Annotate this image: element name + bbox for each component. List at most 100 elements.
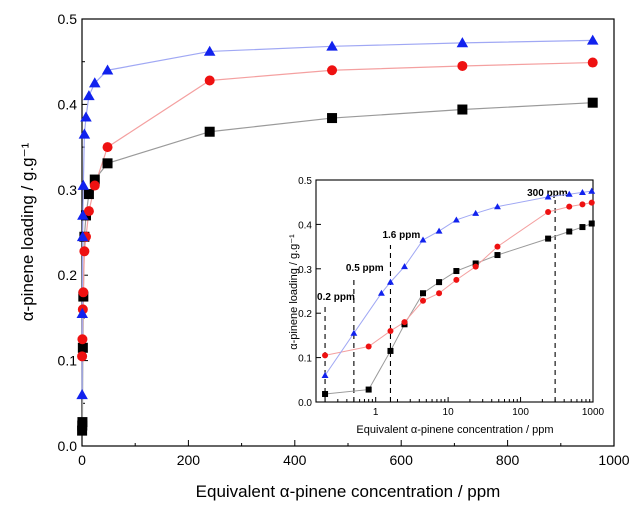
main-black-square-point	[89, 174, 100, 185]
inset-blue-triangle-point	[494, 203, 501, 210]
inset-red-circle-point	[472, 263, 479, 270]
inset-black-square-point	[420, 290, 427, 297]
inset-blue-triangle-point	[452, 216, 460, 223]
main-blue-triangle-point	[83, 90, 95, 101]
main-x-tick-label: 800	[496, 452, 520, 468]
inset-black-square-point	[494, 252, 501, 259]
main-red-circle-point	[79, 246, 90, 257]
inset-red-circle-point	[387, 327, 394, 334]
main-y-tick-label: 0.0	[58, 438, 78, 454]
inset-black-square-point	[436, 279, 443, 286]
inset-annotation-label: 300 ppm	[527, 188, 568, 199]
inset-annotation-label: 0.2 ppm	[317, 292, 355, 303]
inset-blue-triangle-point	[321, 371, 329, 378]
main-blue-triangle-point	[77, 209, 89, 220]
inset-red-circle-point	[494, 243, 501, 250]
inset-x-tick-label: 1000	[582, 407, 605, 418]
main-y-axis-title: α-pinene loading / g.g⁻¹	[18, 142, 37, 321]
inset-red-circle-point	[436, 290, 443, 297]
inset-black-square-point	[322, 391, 329, 398]
inset-axis-ticks: 1 10 100 1000 0.0 0.1 0.2 0.3 0.4 0.5	[298, 176, 604, 418]
main-y-tick-label: 0.5	[58, 11, 78, 27]
main-red-circle-point	[102, 142, 113, 153]
main-red-circle-point	[78, 287, 89, 298]
inset-series-markers	[321, 187, 596, 398]
inset-x-tick-label: 1	[373, 407, 379, 418]
inset-y-tick-label: 0.4	[298, 220, 312, 231]
main-blue-triangle-point	[586, 34, 599, 45]
inset-black-square-point	[387, 347, 394, 354]
inset-y-tick-label: 0.1	[298, 354, 312, 365]
inset-black-square-point	[579, 224, 586, 231]
inset-x-axis-title: Equivalent α-pinene concentration / ppm	[356, 424, 553, 436]
main-x-tick-label: 400	[283, 452, 307, 468]
main-black-square-point	[77, 425, 88, 436]
main-black-square-point	[83, 189, 94, 200]
inset-y-tick-label: 0.3	[298, 265, 312, 276]
inset-blue-triangle-point	[578, 188, 586, 196]
inset-red-circle-point	[579, 201, 586, 208]
main-red-circle-point	[327, 65, 338, 76]
inset-blue-triangle-point	[435, 227, 443, 234]
inset-background	[316, 171, 604, 423]
inset-x-tick-label: 100	[512, 407, 529, 418]
main-black-square-line	[81, 102, 593, 431]
main-black-square-point	[587, 97, 598, 108]
main-blue-triangle-point	[326, 40, 338, 51]
inset-blue-triangle-point	[472, 209, 480, 216]
inset-x-tick-label: 10	[443, 407, 455, 418]
main-blue-triangle-point	[101, 64, 114, 75]
inset-red-circle-point	[365, 343, 372, 350]
inset-annotation-label: 0.5 ppm	[346, 263, 384, 274]
inset-plot-frame	[315, 179, 594, 403]
inset-blue-triangle-point	[377, 289, 385, 296]
main-black-square-point	[204, 126, 215, 137]
inset-blue-triangle-point	[387, 278, 394, 285]
main-black-square-point	[77, 342, 88, 353]
inset-black-square-point	[588, 220, 595, 227]
main-axis-ticks: 0 200 400 600 800 1000 0.0 0.1 0.2 0.3 0.4 0.5	[58, 11, 630, 468]
inset-blue-triangle-point	[350, 329, 358, 336]
main-red-circle-point	[77, 351, 88, 362]
inset-red-circle-point	[401, 319, 408, 326]
main-blue-triangle-point	[76, 389, 88, 400]
main-red-circle-point	[77, 334, 88, 345]
inset-blue-triangle-line	[324, 190, 592, 376]
main-black-square-point	[457, 104, 468, 115]
main-x-tick-label: 200	[177, 452, 201, 468]
main-blue-triangle-point	[456, 37, 469, 48]
main-blue-triangle-point	[76, 231, 89, 242]
main-y-tick-label: 0.3	[58, 182, 78, 198]
main-x-tick-label: 0	[78, 452, 86, 468]
main-red-circle-point	[457, 60, 468, 71]
main-blue-triangle-point	[89, 77, 101, 88]
main-y-tick-label: 0.1	[58, 353, 78, 369]
main-plot: 0 200 400 600 800 1000 0.0 0.1 0.2 0.3 0.4 0.5 Equi…	[18, 11, 630, 501]
inset-black-square-point	[566, 228, 573, 235]
inset-annotation-label: 1.6 ppm	[382, 230, 420, 241]
main-black-square-point	[327, 113, 338, 124]
inset-red-circle-point	[453, 276, 460, 283]
inset-blue-triangle-point	[544, 193, 552, 200]
inset-black-square-point	[472, 260, 479, 267]
inset-black-square-point	[453, 268, 460, 275]
main-x-tick-label: 1000	[598, 452, 629, 468]
main-blue-triangle-point	[203, 45, 216, 56]
main-y-tick-label: 0.2	[58, 267, 78, 283]
inset-red-circle-point	[545, 208, 552, 215]
main-red-circle-point	[83, 206, 94, 217]
main-red-circle-point	[89, 180, 100, 191]
inset-black-square-point	[545, 235, 552, 242]
inset-y-tick-label: 0.2	[298, 309, 312, 320]
inset-y-axis-title: α-pinene loading / g.g⁻¹	[288, 234, 300, 350]
main-blue-triangle-point	[77, 179, 90, 190]
main-blue-triangle-point	[76, 307, 89, 318]
inset-y-tick-label: 0.0	[298, 398, 312, 409]
inset-red-circle-point	[588, 199, 595, 206]
main-y-tick-label: 0.4	[58, 96, 78, 112]
main-x-tick-label: 600	[390, 452, 414, 468]
inset-blue-triangle-point	[401, 263, 408, 270]
inset-red-circle-point	[566, 203, 573, 210]
inset-plot: 1 10 100 1000 0.0 0.1 0.2 0.3 0.4 0.5 0.2 ppm 0.5 …	[288, 171, 605, 436]
